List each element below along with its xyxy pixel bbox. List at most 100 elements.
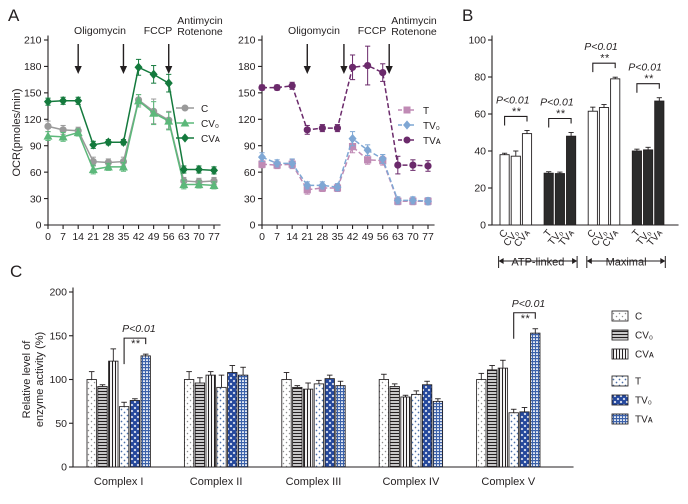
bar-Complex-III-CVᴀ (302, 388, 314, 468)
bar-Complex-V-TV₀ (519, 411, 530, 468)
bar-CVᴀ (610, 78, 621, 226)
bar-Complex-II-TVᴀ (237, 374, 249, 468)
legend-label-T: T (423, 106, 429, 117)
bar-Complex-III-TV₀ (324, 378, 335, 468)
svg-text:210: 210 (24, 35, 42, 47)
series-line-TV₀ (261, 137, 429, 202)
panel-a-ylabel: OCR(pmoles/min) (11, 88, 23, 176)
xtick-T: T (542, 228, 554, 240)
svg-text:0: 0 (259, 231, 265, 243)
panel-c-ylabel-1: enzyme activity (%) (34, 332, 46, 427)
svg-text:150: 150 (49, 330, 67, 342)
bar-Complex-III-C (281, 379, 292, 468)
legend-swatch-C (611, 310, 629, 322)
bar-Complex-V-TVᴀ (530, 332, 541, 468)
svg-text:90: 90 (30, 140, 42, 152)
panel-letter-b: B (462, 6, 474, 25)
bar-Complex-II-C (183, 379, 195, 468)
svg-text:0: 0 (36, 220, 42, 232)
svg-text:120: 120 (238, 114, 256, 126)
bar-C (587, 110, 598, 226)
svg-text:200: 200 (49, 287, 67, 299)
bar-Complex-I-CVᴀ (108, 360, 119, 468)
series-line-TVᴀ (262, 64, 429, 167)
annot-rotenone: Rotenone (177, 26, 223, 38)
series-line-CV₀ (47, 99, 215, 187)
xgroup-0: Complex I (94, 476, 144, 488)
group-label-0: ATP-linked (511, 257, 564, 269)
annot-fccp: FCCP (144, 25, 173, 37)
legend-swatch-CVᴀ (611, 348, 629, 360)
sig-stars-c: ** (521, 313, 531, 325)
panel-letter-c: C (10, 262, 23, 281)
bar-TV₀ (643, 149, 654, 226)
sig-stars: ** (600, 53, 610, 65)
bar-Complex-I-CV₀ (97, 386, 108, 468)
bar-T (543, 172, 554, 226)
svg-text:21: 21 (87, 231, 99, 243)
svg-text:63: 63 (392, 231, 404, 243)
xgroup-2: Complex III (286, 476, 342, 488)
bar-Complex-IV-T (411, 393, 422, 468)
sig-pvalue: P<0.01 (628, 62, 662, 74)
svg-text:100: 100 (468, 35, 486, 47)
svg-text:0: 0 (45, 231, 51, 243)
legend-swatch-T (611, 375, 629, 387)
bar-Complex-II-CVᴀ (205, 374, 216, 468)
xtick-T: T (630, 228, 642, 240)
bar-Complex-IV-C (378, 379, 390, 468)
bar-Complex-IV-TVᴀ (432, 400, 444, 468)
panel-a-left-legend: C CV₀ CVᴀ (176, 104, 220, 145)
sig-pvalue-c: P<0.01 (512, 298, 546, 310)
series-line-T (261, 145, 428, 202)
svg-text:60: 60 (30, 167, 42, 179)
sig-stars: ** (556, 108, 566, 120)
bar-Complex-II-T (216, 386, 227, 468)
annot-oligomycin: Oligomycin (74, 25, 126, 37)
bar-Complex-IV-CVᴀ (400, 396, 411, 468)
svg-text:30: 30 (30, 193, 42, 205)
bar-Complex-V-CV₀ (486, 369, 498, 468)
bar-Complex-III-T (313, 383, 325, 468)
legend-label-C: C (201, 104, 208, 115)
bar-C (499, 154, 510, 226)
panel-c: 0 50 100 150 200 Relative level of enzyme acti… (21, 287, 654, 488)
bar-Complex-II-TV₀ (227, 372, 238, 468)
legend-swatch-TVᴀ (611, 413, 629, 425)
group-label-1: Maximal (606, 257, 647, 269)
svg-text:60: 60 (474, 109, 486, 121)
bar-CVᴀ (521, 133, 533, 226)
panel-letter-a: A (8, 6, 20, 25)
bar-TVᴀ (654, 100, 665, 226)
legend-label-CV₀: CV₀ (201, 119, 219, 130)
svg-text:35: 35 (118, 231, 130, 243)
svg-text:77: 77 (422, 231, 434, 243)
svg-text:56: 56 (377, 231, 389, 243)
bar-Complex-I-T (118, 406, 130, 468)
svg-text:56: 56 (163, 231, 175, 243)
svg-text:50: 50 (55, 418, 67, 430)
svg-text:70: 70 (407, 231, 419, 243)
legend-label-TVᴀ: TVᴀ (423, 136, 441, 147)
svg-text:35: 35 (332, 231, 344, 243)
legend-label-c-TV₀: TV₀ (635, 396, 652, 407)
xgroup-1: Complex II (190, 476, 243, 488)
sig-pvalue: P<0.01 (584, 41, 618, 53)
svg-text:28: 28 (317, 231, 329, 243)
svg-text:90: 90 (244, 140, 256, 152)
svg-text:42: 42 (133, 231, 145, 243)
legend-label-c-CV₀: CV₀ (635, 331, 653, 342)
bar-CV₀ (510, 155, 521, 226)
bar-Complex-V-CVᴀ (497, 367, 509, 468)
svg-text:100: 100 (49, 374, 67, 386)
svg-text:42: 42 (347, 231, 359, 243)
svg-text:180: 180 (24, 61, 42, 73)
svg-text:210: 210 (238, 35, 256, 47)
svg-text:0: 0 (250, 220, 256, 232)
bar-TVᴀ (566, 135, 577, 226)
legend-swatch-CV₀ (611, 329, 629, 341)
legend-label-c-CVᴀ: CVᴀ (635, 350, 654, 361)
